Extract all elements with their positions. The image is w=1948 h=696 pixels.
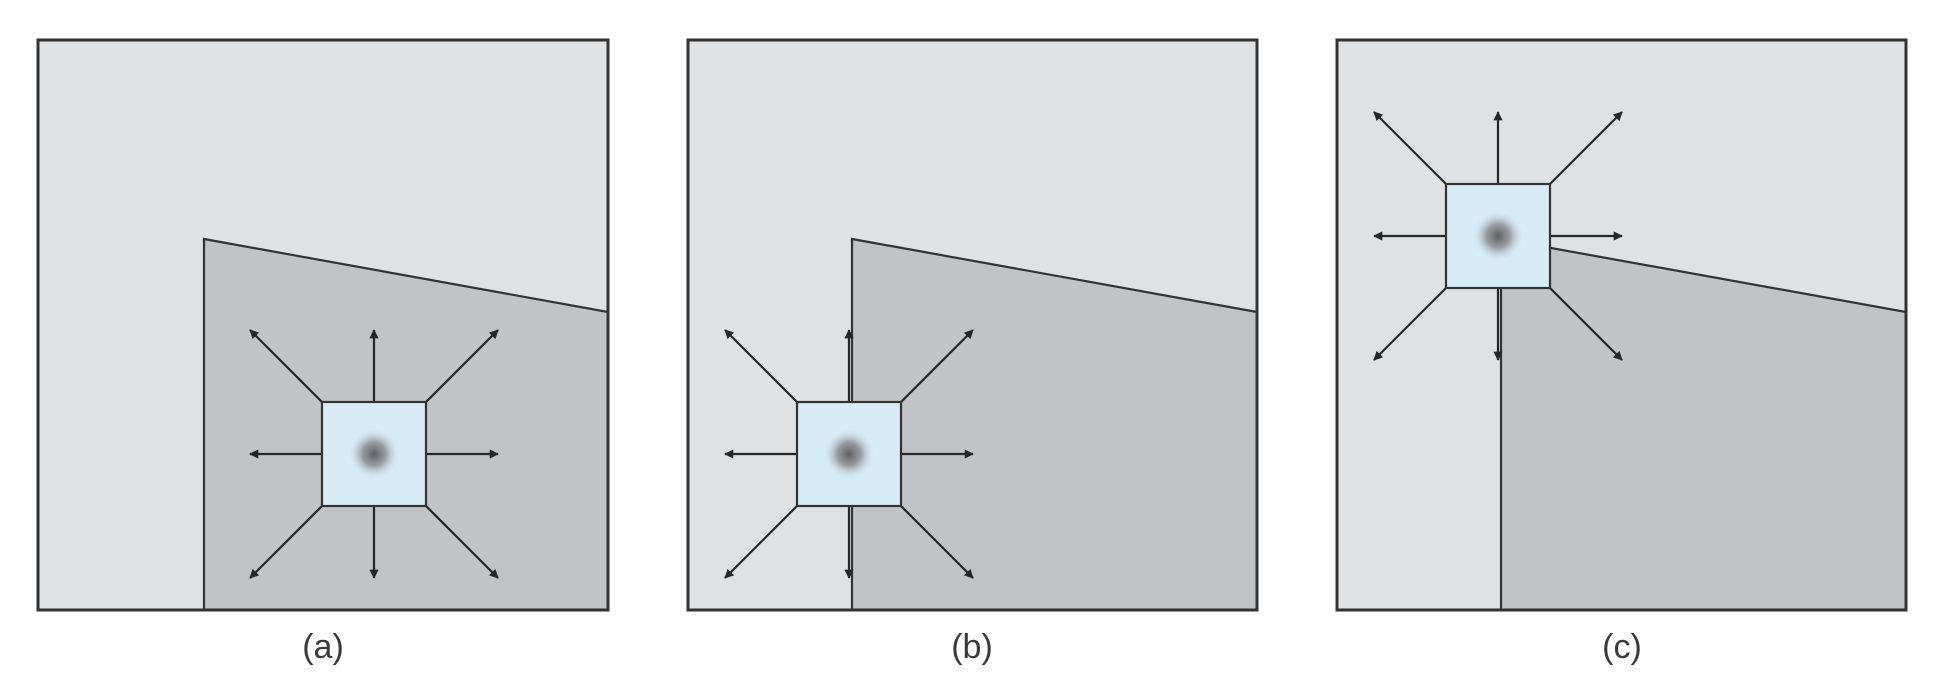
arrow-se-icon	[900, 505, 974, 579]
panel-c-label: (c)	[1602, 628, 1642, 666]
panel-b: (b)	[686, 38, 1259, 666]
arrow-ne-icon	[1549, 111, 1623, 185]
arrow-sw-icon	[724, 505, 798, 579]
arrow-ne-icon	[425, 329, 499, 403]
panel-a: (a)	[36, 38, 610, 666]
panel-a-edge	[202, 237, 609, 610]
panel-c-window	[1373, 111, 1623, 361]
window-spot	[348, 428, 400, 480]
panel-a-label: (a)	[302, 628, 344, 666]
panel-c-frame	[1335, 38, 1908, 612]
arrow-se-icon	[1549, 287, 1623, 361]
panel-b-window	[724, 329, 974, 579]
arrow-nw-icon	[724, 329, 798, 403]
panel-a-frame	[36, 38, 610, 612]
arrow-nw-icon	[1373, 111, 1447, 185]
panel-b-label: (b)	[951, 628, 993, 666]
panel-b-shaded-region	[852, 239, 1257, 610]
window-spot	[1472, 210, 1524, 262]
arrow-nw-icon	[249, 329, 323, 403]
arrow-sw-icon	[249, 505, 323, 579]
window-square	[1444, 182, 1552, 290]
arrow-se-icon	[425, 505, 499, 579]
panel-c: (c)	[1335, 38, 1908, 666]
panel-c-shaded-region	[1501, 239, 1906, 610]
arrow-sw-icon	[1373, 287, 1447, 361]
panel-b-frame	[686, 38, 1259, 612]
window-spot	[823, 428, 875, 480]
arrow-ne-icon	[900, 329, 974, 403]
panel-a-window	[249, 329, 499, 579]
